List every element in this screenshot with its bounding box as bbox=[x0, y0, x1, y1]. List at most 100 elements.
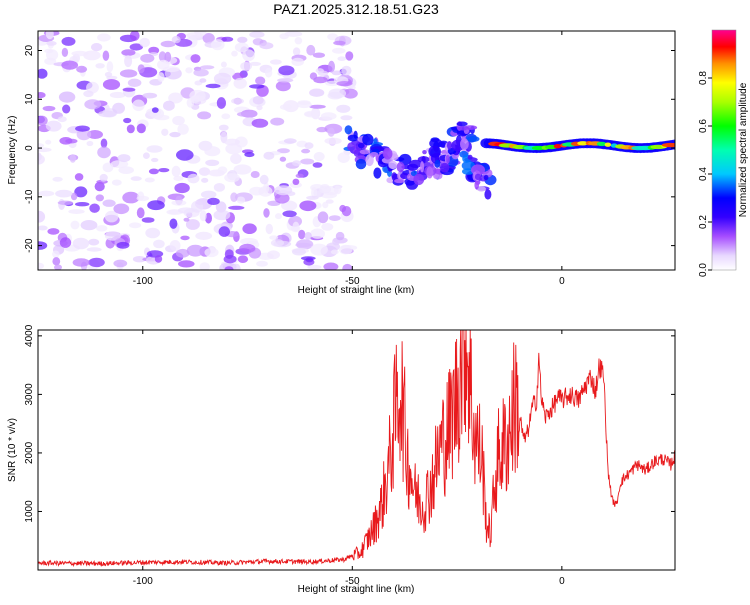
spectrogram-y-label: Frequency (Hz) bbox=[7, 116, 18, 185]
heatmap-cell bbox=[154, 255, 163, 263]
heatmap-cell bbox=[249, 31, 265, 38]
heatmap-cell bbox=[153, 239, 165, 249]
heatmap-cell bbox=[65, 138, 78, 144]
heatmap-cell bbox=[202, 33, 215, 44]
heatmap-cell bbox=[183, 217, 190, 222]
heatmap-cell bbox=[88, 238, 100, 246]
heatmap-cell bbox=[204, 247, 219, 258]
heatmap-cell bbox=[240, 61, 253, 71]
heatmap-cell bbox=[104, 71, 113, 78]
heatmap-cell bbox=[195, 231, 213, 240]
heatmap-cell bbox=[76, 65, 88, 73]
heatmap-cell bbox=[137, 191, 145, 201]
heatmap-cell bbox=[369, 152, 379, 157]
colorbar-ticks: 0.0 0.2 0.4 0.6 0.8 bbox=[698, 71, 712, 277]
heatmap-cell bbox=[388, 160, 398, 170]
heatmap-cell bbox=[54, 264, 62, 270]
heatmap-cell bbox=[428, 145, 442, 158]
heatmap-cell bbox=[230, 153, 242, 165]
heatmap-cell bbox=[207, 197, 220, 205]
heatmap-cell bbox=[113, 259, 128, 268]
heatmap-cell bbox=[239, 243, 256, 253]
heatmap-cell bbox=[169, 240, 181, 252]
y-tick-label: -10 bbox=[24, 189, 35, 204]
heatmap-cell bbox=[292, 178, 300, 185]
heatmap-cell bbox=[249, 186, 265, 196]
heatmap-cell bbox=[299, 200, 317, 212]
snr-plot-area bbox=[38, 330, 675, 568]
snr-panel: -100 -50 0 1000 2000 3000 4000 Height of strai… bbox=[7, 324, 676, 595]
heatmap-cell bbox=[75, 202, 90, 207]
heatmap-cell bbox=[186, 32, 204, 39]
heatmap-cell bbox=[283, 138, 297, 144]
heatmap-cell bbox=[456, 121, 468, 127]
heatmap-cell bbox=[216, 97, 226, 109]
heatmap-cell bbox=[407, 163, 419, 171]
heatmap-cell bbox=[265, 223, 273, 235]
heatmap-cell bbox=[132, 256, 147, 263]
heatmap-cell bbox=[70, 192, 78, 201]
heatmap-cell bbox=[89, 203, 100, 213]
heatmap-cell bbox=[317, 211, 329, 224]
heatmap-cell bbox=[161, 128, 169, 136]
heatmap-cell bbox=[171, 200, 187, 206]
heatmap-cell bbox=[193, 68, 209, 77]
heatmap-cell bbox=[447, 141, 452, 150]
heatmap-cell bbox=[158, 168, 170, 173]
heatmap-cell bbox=[109, 91, 126, 99]
heatmap-cell bbox=[187, 173, 200, 184]
heatmap-cell bbox=[256, 105, 263, 111]
heatmap-cell bbox=[171, 165, 181, 178]
heatmap-cell bbox=[146, 145, 163, 153]
heatmap-cell bbox=[186, 244, 205, 257]
heatmap-cell bbox=[342, 263, 353, 270]
heatmap-cell bbox=[100, 138, 108, 149]
heatmap-cell bbox=[347, 134, 359, 142]
heatmap-cell bbox=[344, 125, 353, 135]
heatmap-cell bbox=[324, 137, 342, 145]
heatmap-cell bbox=[231, 50, 238, 57]
heatmap-cell bbox=[111, 179, 122, 186]
heatmap-cell bbox=[221, 36, 234, 42]
heatmap-cell bbox=[140, 53, 155, 63]
heatmap-cell bbox=[305, 257, 314, 263]
heatmap-cell bbox=[251, 118, 269, 128]
heatmap-cell bbox=[310, 243, 328, 256]
heatmap-cell bbox=[173, 176, 184, 181]
heatmap-cell bbox=[177, 207, 195, 214]
heatmap-cell bbox=[267, 250, 280, 260]
heatmap-cell bbox=[295, 173, 304, 178]
heatmap-cell bbox=[59, 237, 72, 248]
heatmap-cell bbox=[180, 235, 190, 241]
y-tick-label: 4000 bbox=[24, 324, 35, 347]
x-tick-label: -50 bbox=[345, 576, 360, 587]
colorbar-tick-label: 0.8 bbox=[698, 71, 709, 85]
heatmap-cell bbox=[259, 42, 274, 50]
heatmap-cell bbox=[142, 92, 158, 99]
heatmap-cell bbox=[331, 70, 342, 76]
heatmap-cell bbox=[110, 160, 129, 169]
heatmap-cell bbox=[335, 231, 345, 241]
colorbar-label: Normalized spectral amplitude bbox=[738, 82, 749, 217]
heatmap-cell bbox=[357, 142, 365, 149]
heatmap-cell bbox=[328, 215, 341, 222]
heatmap-cell bbox=[211, 39, 225, 51]
heatmap-cell bbox=[249, 61, 261, 66]
heatmap-cell bbox=[306, 44, 316, 56]
heatmap-cell bbox=[94, 181, 105, 192]
heatmap-cell bbox=[279, 104, 292, 110]
heatmap-cell bbox=[467, 154, 473, 160]
heatmap-cell bbox=[263, 182, 270, 194]
colorbar-frame bbox=[711, 29, 737, 271]
heatmap-cell bbox=[52, 257, 61, 266]
heatmap-cell bbox=[97, 33, 111, 42]
heatmap-cell bbox=[69, 154, 77, 163]
heatmap-cell bbox=[474, 173, 482, 181]
heatmap-cell bbox=[204, 146, 221, 157]
heatmap-cell bbox=[337, 152, 350, 164]
heatmap-cell bbox=[143, 152, 150, 159]
heatmap-cell bbox=[148, 46, 160, 55]
heatmap-cell bbox=[68, 209, 85, 215]
colorbar: 0.0 0.2 0.4 0.6 0.8 Normalized spectral ampl… bbox=[698, 29, 749, 277]
